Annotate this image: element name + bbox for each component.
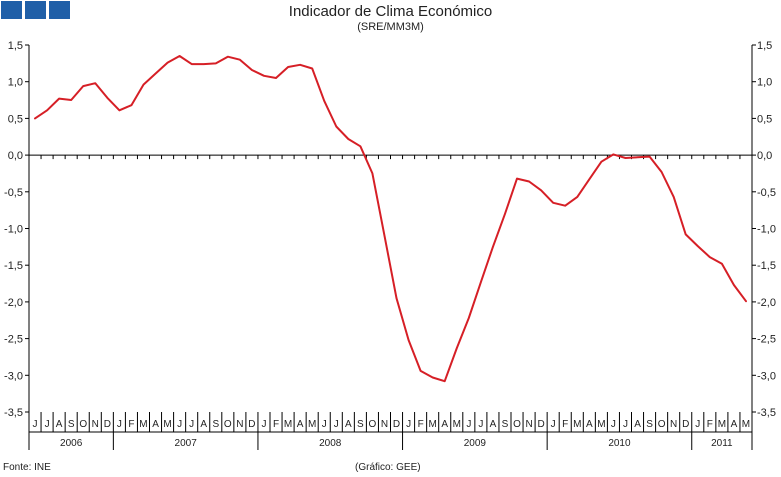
month-label: J xyxy=(334,419,339,430)
month-label: M xyxy=(742,419,750,430)
y-tick-label-left: -1,5 xyxy=(4,260,23,272)
month-label: J xyxy=(45,419,50,430)
month-label: N xyxy=(236,419,243,430)
month-label: S xyxy=(646,419,653,430)
month-label: J xyxy=(322,419,327,430)
y-tick-label-right: -1,5 xyxy=(757,260,776,272)
month-label: J xyxy=(466,419,471,430)
y-tick-label-left: -0,5 xyxy=(4,187,23,199)
y-tick-label-left: -3,0 xyxy=(4,370,23,382)
month-label: D xyxy=(104,419,111,430)
month-label: A xyxy=(56,419,63,430)
month-label: O xyxy=(224,419,232,430)
month-label: M xyxy=(139,419,147,430)
year-label: 2011 xyxy=(711,438,733,449)
y-tick-label-left: 0,0 xyxy=(8,150,23,162)
month-label: D xyxy=(682,419,689,430)
month-label: M xyxy=(597,419,605,430)
y-tick-label-left: -2,5 xyxy=(4,334,23,346)
credit-note: (Gráfico: GEE) xyxy=(355,462,421,473)
logo-square xyxy=(1,1,22,19)
month-label: M xyxy=(163,419,171,430)
month-label: A xyxy=(441,419,448,430)
month-label: M xyxy=(453,419,461,430)
month-label: F xyxy=(707,419,713,430)
month-label: A xyxy=(297,419,304,430)
month-label: S xyxy=(68,419,75,430)
month-label: M xyxy=(308,419,316,430)
y-tick-label-right: -2,5 xyxy=(757,334,776,346)
month-label: A xyxy=(731,419,738,430)
y-tick-label-left: 0,5 xyxy=(8,113,23,125)
month-label: A xyxy=(586,419,593,430)
month-label: J xyxy=(33,419,38,430)
y-tick-label-right: 0,0 xyxy=(757,150,772,162)
month-label: J xyxy=(177,419,182,430)
month-label: S xyxy=(357,419,364,430)
month-label: D xyxy=(393,419,400,430)
ine-logo xyxy=(1,1,71,19)
year-label: 2007 xyxy=(175,438,198,449)
y-tick-label-left: -1,0 xyxy=(4,224,23,236)
y-tick-label-right: -2,0 xyxy=(757,297,776,309)
month-label: J xyxy=(189,419,194,430)
chart-subtitle: (SRE/MM3M) xyxy=(357,21,424,33)
month-label: J xyxy=(478,419,483,430)
month-label: A xyxy=(152,419,159,430)
month-label: F xyxy=(273,419,279,430)
year-label: 2008 xyxy=(319,438,342,449)
y-tick-label-right: -3,5 xyxy=(757,407,776,419)
year-label: 2006 xyxy=(60,438,83,449)
y-tick-label-right: -0,5 xyxy=(757,187,776,199)
month-label: M xyxy=(284,419,292,430)
y-tick-label-right: 1,0 xyxy=(757,77,772,89)
month-label: J xyxy=(117,419,122,430)
y-tick-label-left: 1,5 xyxy=(8,40,23,52)
year-label: 2009 xyxy=(464,438,487,449)
month-label: J xyxy=(695,419,700,430)
y-tick-label-left: -2,0 xyxy=(4,297,23,309)
month-label: N xyxy=(381,419,388,430)
month-label: O xyxy=(369,419,377,430)
month-label: J xyxy=(406,419,411,430)
month-label: S xyxy=(502,419,509,430)
y-tick-label-right: 1,5 xyxy=(757,40,772,52)
month-label: O xyxy=(79,419,87,430)
month-label: J xyxy=(261,419,266,430)
month-label: D xyxy=(538,419,545,430)
month-label: J xyxy=(611,419,616,430)
y-tick-label-right: 0,5 xyxy=(757,113,772,125)
source-note: Fonte: INE xyxy=(3,462,51,473)
month-label: A xyxy=(345,419,352,430)
month-label: J xyxy=(623,419,628,430)
month-label: J xyxy=(551,419,556,430)
y-tick-label-right: -1,0 xyxy=(757,224,776,236)
month-label: A xyxy=(200,419,207,430)
month-label: S xyxy=(212,419,219,430)
month-label: F xyxy=(128,419,134,430)
month-label: A xyxy=(490,419,497,430)
logo-square xyxy=(49,1,70,19)
y-tick-label-left: 1,0 xyxy=(8,77,23,89)
month-label: M xyxy=(718,419,726,430)
logo-square xyxy=(25,1,46,19)
month-label: D xyxy=(248,419,255,430)
month-label: N xyxy=(525,419,532,430)
year-label: 2010 xyxy=(608,438,631,449)
chart-title: Indicador de Clima Económico xyxy=(288,3,493,20)
month-label: N xyxy=(92,419,99,430)
month-label: F xyxy=(418,419,424,430)
y-tick-label-right: -3,0 xyxy=(757,370,776,382)
month-label: N xyxy=(670,419,677,430)
series-line xyxy=(34,55,747,383)
y-tick-label-left: -3,5 xyxy=(4,407,23,419)
month-label: F xyxy=(562,419,568,430)
month-label: A xyxy=(634,419,641,430)
month-label: M xyxy=(573,419,581,430)
month-label: O xyxy=(513,419,521,430)
month-label: O xyxy=(658,419,666,430)
month-label: M xyxy=(429,419,437,430)
